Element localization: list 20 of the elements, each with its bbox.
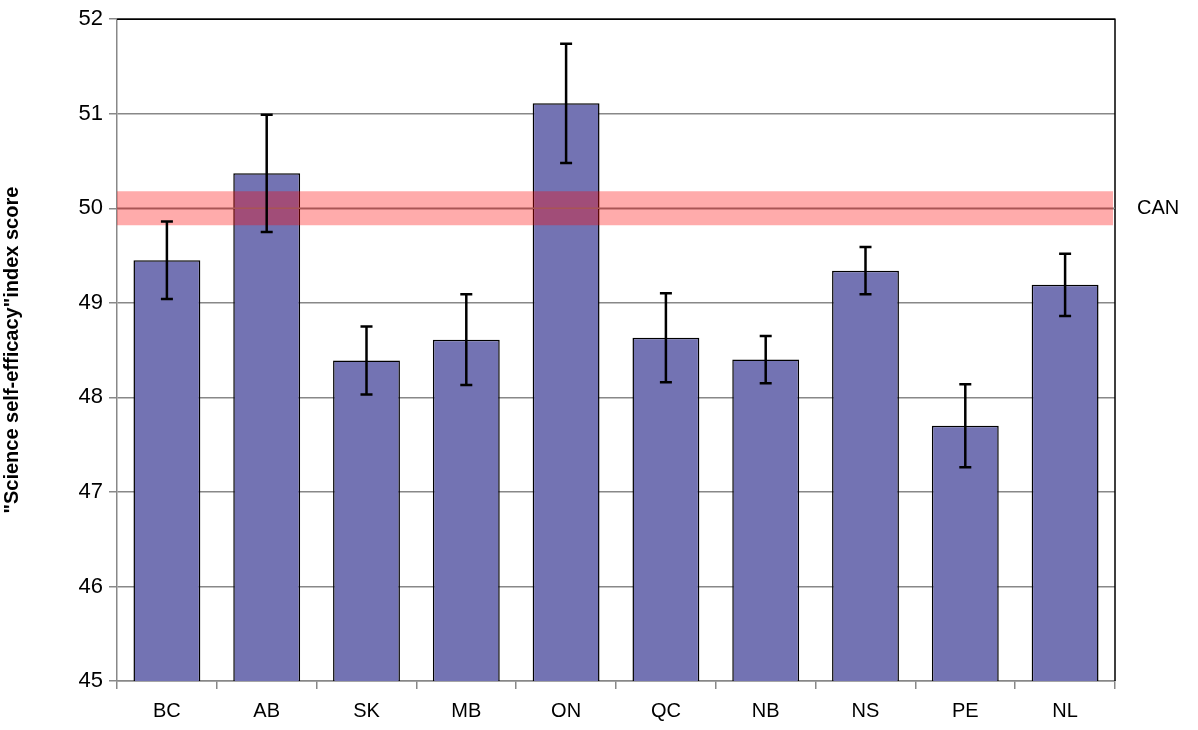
- y-tick-label: 48: [78, 383, 103, 409]
- x-tick-label: ON: [551, 698, 582, 721]
- x-tick-label: PE: [951, 698, 979, 721]
- y-tick-label: 52: [78, 5, 103, 31]
- x-tick-label: NB: [751, 698, 780, 721]
- y-axis-title: "Science self-efficacy"index score: [0, 186, 22, 514]
- x-tick-label: QC: [650, 698, 681, 721]
- x-tick-label: NL: [1052, 698, 1078, 721]
- x-tick-label: SK: [353, 698, 381, 721]
- y-tick-label: 49: [78, 288, 103, 314]
- x-tick-label: NS: [851, 698, 880, 721]
- ref-line-label: CAN: [1137, 195, 1180, 218]
- x-tick-label: BC: [153, 698, 181, 721]
- y-tick-label: 47: [78, 477, 103, 503]
- y-tick-label: 51: [78, 99, 103, 125]
- x-tick-label: AB: [253, 698, 281, 721]
- y-tick-label: 50: [78, 194, 103, 220]
- y-tick-label: 45: [78, 667, 103, 693]
- x-tick-label: MB: [451, 698, 482, 721]
- y-tick-label: 46: [78, 572, 103, 598]
